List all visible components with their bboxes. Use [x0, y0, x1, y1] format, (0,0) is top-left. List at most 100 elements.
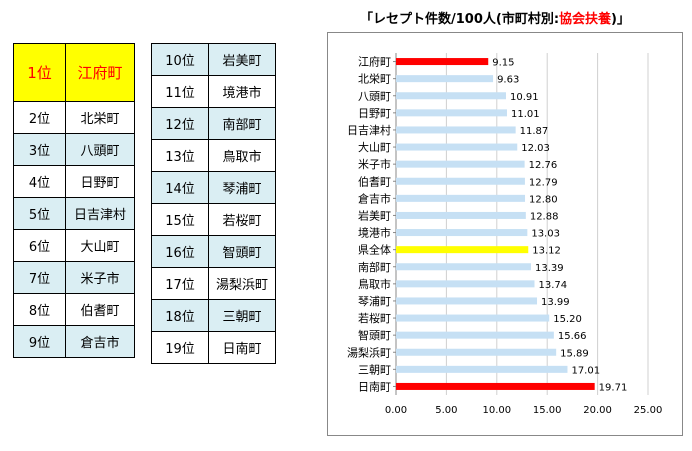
bar [396, 382, 595, 390]
municipality-cell: 琴浦町 [208, 171, 276, 204]
municipality-cell: 日南町 [208, 331, 276, 364]
data-label: 13.12 [532, 246, 561, 257]
ranking-row: 2位 北栄町 [13, 101, 135, 134]
municipality-cell: 江府町 [65, 43, 135, 102]
data-label: 13.39 [535, 263, 564, 274]
ranking-row: 14位 琴浦町 [151, 171, 276, 204]
chart-title: 「レセプト件数/100人(市町村別:協会扶養)」 [360, 8, 630, 27]
municipality-cell: 境港市 [208, 75, 276, 108]
category-label: 若桜町 [358, 311, 391, 325]
chart-title-end: )」 [611, 12, 630, 27]
rank-cell: 18位 [151, 299, 209, 332]
data-label: 17.01 [571, 365, 600, 376]
ranking-row: 9位 倉吉市 [13, 325, 135, 358]
bar [396, 246, 529, 254]
data-label: 15.89 [560, 348, 589, 359]
bar [396, 58, 489, 66]
ranking-row: 11位 境港市 [151, 75, 276, 108]
bar [396, 280, 535, 288]
category-label: 琴浦町 [358, 295, 391, 308]
bar [396, 177, 525, 185]
bar [396, 263, 531, 271]
municipality-cell: 日吉津村 [65, 197, 135, 230]
rank-cell: 8位 [13, 293, 66, 326]
data-label: 9.15 [492, 58, 514, 69]
municipality-cell: 八頭町 [65, 133, 135, 166]
rank-cell: 13位 [151, 139, 209, 172]
chart-area: 0.00 5.00 10.00 15.00 20.00 25.00 江府町 9.15 北栄町 9.… [327, 32, 683, 436]
ranking-row: 17位 湯梨浜町 [151, 267, 276, 300]
bar [396, 143, 518, 151]
rank-cell: 1位 [13, 43, 66, 102]
category-label: 八頭町 [358, 90, 391, 103]
data-label: 12.88 [530, 211, 559, 222]
rank-cell: 9位 [13, 325, 66, 358]
ranking-row: 3位 八頭町 [13, 133, 135, 166]
bar-chart: 0.00 5.00 10.00 15.00 20.00 25.00 江府町 9.15 北栄町 9.… [347, 53, 663, 416]
data-label: 13.99 [541, 297, 570, 308]
municipality-cell: 鳥取市 [208, 139, 276, 172]
municipality-cell: 倉吉市 [65, 325, 135, 358]
data-label: 10.91 [510, 92, 539, 103]
data-label: 15.20 [553, 314, 582, 325]
ranking-row: 19位 日南町 [151, 331, 276, 364]
ranking-row: 8位 伯耆町 [13, 293, 135, 326]
municipality-cell: 北栄町 [65, 101, 135, 134]
bar [396, 365, 568, 373]
ranking-table-2: 10位 岩美町 11位 境港市 12位 南部町 13位 鳥取市 14位 琴浦町 15位 若桜町 16位智… [151, 43, 276, 364]
bar [396, 109, 507, 117]
ranking-row: 4位 日野町 [13, 165, 135, 198]
chart-title-accent: 協会扶養 [559, 12, 612, 27]
data-label: 11.87 [520, 126, 549, 137]
municipality-cell: 南部町 [208, 107, 276, 140]
x-tick-label: 15.00 [533, 405, 562, 416]
rank-cell: 15位 [151, 203, 209, 236]
rank-cell: 19位 [151, 331, 209, 364]
data-label: 12.79 [529, 177, 558, 188]
rank-cell: 16位 [151, 235, 209, 268]
municipality-cell: 岩美町 [208, 43, 276, 76]
municipality-cell: 智頭町 [208, 235, 276, 268]
rank-cell: 4位 [13, 165, 66, 198]
bar [396, 75, 494, 83]
category-label: 伯耆町 [358, 174, 391, 188]
bar [396, 160, 525, 168]
data-label: 12.76 [529, 160, 558, 171]
municipality-cell: 日野町 [65, 165, 135, 198]
x-tick-label: 20.00 [583, 405, 612, 416]
bar [396, 126, 516, 134]
data-label: 12.80 [529, 194, 558, 205]
municipality-cell: 若桜町 [208, 203, 276, 236]
ranking-row: 10位 岩美町 [151, 43, 276, 76]
bar [396, 297, 538, 305]
rank-cell: 10位 [151, 43, 209, 76]
x-tick-label: 0.00 [385, 405, 407, 416]
category-label: 江府町 [358, 55, 391, 69]
bar [396, 211, 526, 219]
category-label: 日野町 [358, 107, 391, 120]
category-label: 北栄町 [358, 72, 391, 86]
ranking-row: 12位 南部町 [151, 107, 276, 140]
bar [396, 229, 528, 237]
data-label: 9.63 [497, 75, 519, 86]
municipality-cell: 湯梨浜町 [208, 267, 276, 300]
data-label: 11.01 [511, 109, 540, 120]
category-label: 日吉津村 [347, 123, 391, 137]
bar [396, 92, 506, 100]
rank-cell: 2位 [13, 101, 66, 134]
rank-cell: 11位 [151, 75, 209, 108]
ranking-row: 1位 江府町 [13, 43, 135, 102]
category-label: 倉吉市 [358, 191, 391, 205]
rank-cell: 7位 [13, 261, 66, 294]
x-tick-label: 25.00 [634, 405, 663, 416]
ranking-row: 16位 智頭町 [151, 235, 276, 268]
bar [396, 348, 557, 356]
x-tick-label: 5.00 [435, 405, 457, 416]
ranking-row: 7位 米子市 [13, 261, 135, 294]
rank-cell: 12位 [151, 107, 209, 140]
category-label: 県全体 [358, 243, 391, 257]
category-label: 鳥取市 [358, 277, 391, 291]
category-label: 日南町 [358, 380, 391, 393]
municipality-cell: 伯耆町 [65, 293, 135, 326]
ranking-row: 13位 鳥取市 [151, 139, 276, 172]
